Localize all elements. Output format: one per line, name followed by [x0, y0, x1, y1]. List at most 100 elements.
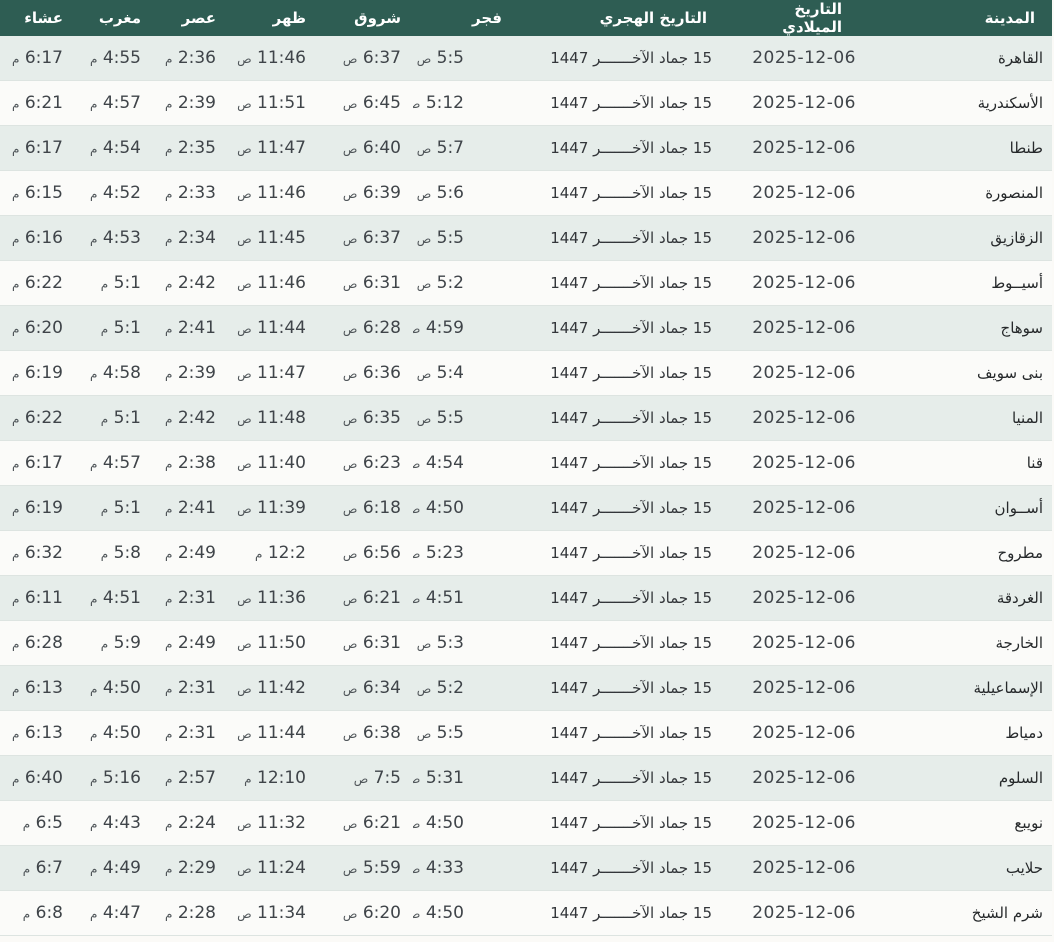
am-pm-suffix: ص — [342, 817, 358, 831]
time-value: 5:7 — [436, 138, 464, 158]
cell-greg: 2025-12-06 — [735, 485, 880, 531]
am-pm-suffix: م — [89, 52, 98, 66]
header-row: المدينة التاريخ الميلادي التاريخ الهجري … — [0, 0, 1052, 36]
cell-fajr: 5:6 ص — [413, 170, 520, 216]
cell-asr: 2:42 م — [153, 395, 228, 441]
table-row: المنيا 2025-12-06 15 جماد الآخـــــــر 144… — [0, 395, 1052, 441]
am-pm-suffix: ص — [342, 502, 358, 516]
column-header-asr: عصر — [153, 0, 228, 36]
cell-hijri: 15 جماد الآخـــــــر 1447 — [520, 890, 735, 936]
cell-fajr: 5:31 ص — [413, 755, 520, 801]
cell-asr: 2:24 م — [153, 800, 228, 846]
cell-sunrise: 6:38 ص — [318, 710, 413, 756]
cell-dhuhr: 11:46 ص — [228, 260, 318, 306]
cell-dhuhr: 11:24 ص — [228, 845, 318, 891]
time-value: 6:21 — [362, 813, 401, 833]
time-value: 6:34 — [362, 678, 401, 698]
cell-asr: 2:33 م — [153, 170, 228, 216]
cell-asr: 2:38 م — [153, 440, 228, 486]
time-value: 5:31 — [425, 768, 464, 788]
cell-maghrib: 5:1 م — [75, 305, 153, 351]
am-pm-suffix: ص — [342, 907, 358, 921]
time-value: 5:6 — [436, 183, 464, 203]
cell-asr: 2:57 م — [153, 755, 228, 801]
cell-sunrise: 6:34 ص — [318, 665, 413, 711]
cell-city: المنيا — [880, 395, 1052, 441]
cell-hijri: 15 جماد الآخـــــــر 1447 — [520, 845, 735, 891]
cell-city: الإسماعيلية — [880, 665, 1052, 711]
time-value: 5:1 — [113, 498, 141, 518]
table-row: الإسماعيلية 2025-12-06 15 جماد الآخـــــــ… — [0, 665, 1052, 711]
table-row: الغردقة 2025-12-06 15 جماد الآخـــــــر 14… — [0, 575, 1052, 621]
am-pm-suffix: ص — [237, 592, 252, 606]
am-pm-suffix: ص — [416, 52, 432, 66]
cell-asr: 2:34 م — [153, 215, 228, 261]
time-value: 7:5 — [373, 768, 401, 788]
am-pm-suffix: ص — [416, 412, 432, 426]
time-value: 6:37 — [362, 48, 401, 68]
cell-asr: 2:49 م — [153, 530, 228, 576]
am-pm-suffix: م — [89, 97, 98, 111]
cell-maghrib: 4:50 م — [75, 710, 153, 756]
cell-isha: 6:16 م — [0, 215, 75, 261]
cell-dhuhr: 11:46 ص — [228, 36, 318, 81]
time-value: 2:41 — [177, 318, 216, 338]
cell-maghrib: 5:8 م — [75, 530, 153, 576]
am-pm-suffix: م — [164, 322, 173, 336]
am-pm-suffix: م — [11, 547, 20, 561]
am-pm-suffix: ص — [342, 457, 358, 471]
am-pm-suffix: م — [11, 502, 20, 516]
cell-sunrise: 6:56 ص — [318, 530, 413, 576]
time-value: 11:42 — [257, 678, 306, 698]
am-pm-suffix: م — [100, 502, 109, 516]
am-pm-suffix: ص — [413, 547, 420, 561]
am-pm-suffix: ص — [237, 277, 252, 291]
cell-hijri: 15 جماد الآخـــــــر 1447 — [520, 710, 735, 756]
cell-fajr: 4:50 ص — [413, 485, 520, 531]
time-value: 2:29 — [177, 858, 216, 878]
time-value: 6:16 — [24, 228, 63, 248]
time-value: 5:5 — [436, 228, 464, 248]
cell-fajr: 5:2 ص — [413, 665, 520, 711]
am-pm-suffix: ص — [413, 907, 420, 921]
cell-maghrib: 4:53 م — [75, 215, 153, 261]
cell-maghrib: 4:55 م — [75, 36, 153, 81]
cell-dhuhr: 11:32 ص — [228, 800, 318, 846]
am-pm-suffix: ص — [342, 592, 358, 606]
am-pm-suffix: م — [164, 682, 173, 696]
time-value: 6:28 — [362, 318, 401, 338]
am-pm-suffix: م — [89, 682, 98, 696]
am-pm-suffix: م — [100, 322, 109, 336]
am-pm-suffix: م — [164, 862, 173, 876]
cell-city: الخارجة — [880, 620, 1052, 666]
am-pm-suffix: م — [164, 277, 173, 291]
time-value: 2:42 — [177, 273, 216, 293]
cell-sunrise: 6:37 ص — [318, 36, 413, 81]
am-pm-suffix: م — [164, 727, 173, 741]
cell-fajr: 4:54 ص — [413, 440, 520, 486]
cell-dhuhr: 11:47 ص — [228, 125, 318, 171]
column-header-isha: عشاء — [0, 0, 75, 36]
am-pm-suffix: م — [164, 232, 173, 246]
am-pm-suffix: ص — [342, 862, 358, 876]
cell-sunrise: 6:21 ص — [318, 800, 413, 846]
time-value: 6:7 — [35, 858, 63, 878]
am-pm-suffix: ص — [416, 682, 432, 696]
am-pm-suffix: ص — [342, 232, 358, 246]
time-value: 6:18 — [362, 498, 401, 518]
cell-maghrib: 4:47 م — [75, 890, 153, 936]
cell-maghrib: 5:1 م — [75, 260, 153, 306]
cell-dhuhr: 11:50 ص — [228, 620, 318, 666]
cell-asr: 2:39 م — [153, 80, 228, 126]
time-value: 4:50 — [102, 678, 141, 698]
am-pm-suffix: م — [164, 592, 173, 606]
cell-greg: 2025-12-06 — [735, 215, 880, 261]
cell-city: حلايب — [880, 845, 1052, 891]
cell-city: أســوان — [880, 485, 1052, 531]
cell-sunrise: 6:23 ص — [318, 440, 413, 486]
cell-maghrib: 4:57 م — [75, 80, 153, 126]
cell-asr: 2:31 م — [153, 665, 228, 711]
time-value: 5:1 — [113, 408, 141, 428]
cell-isha: 6:13 م — [0, 665, 75, 711]
